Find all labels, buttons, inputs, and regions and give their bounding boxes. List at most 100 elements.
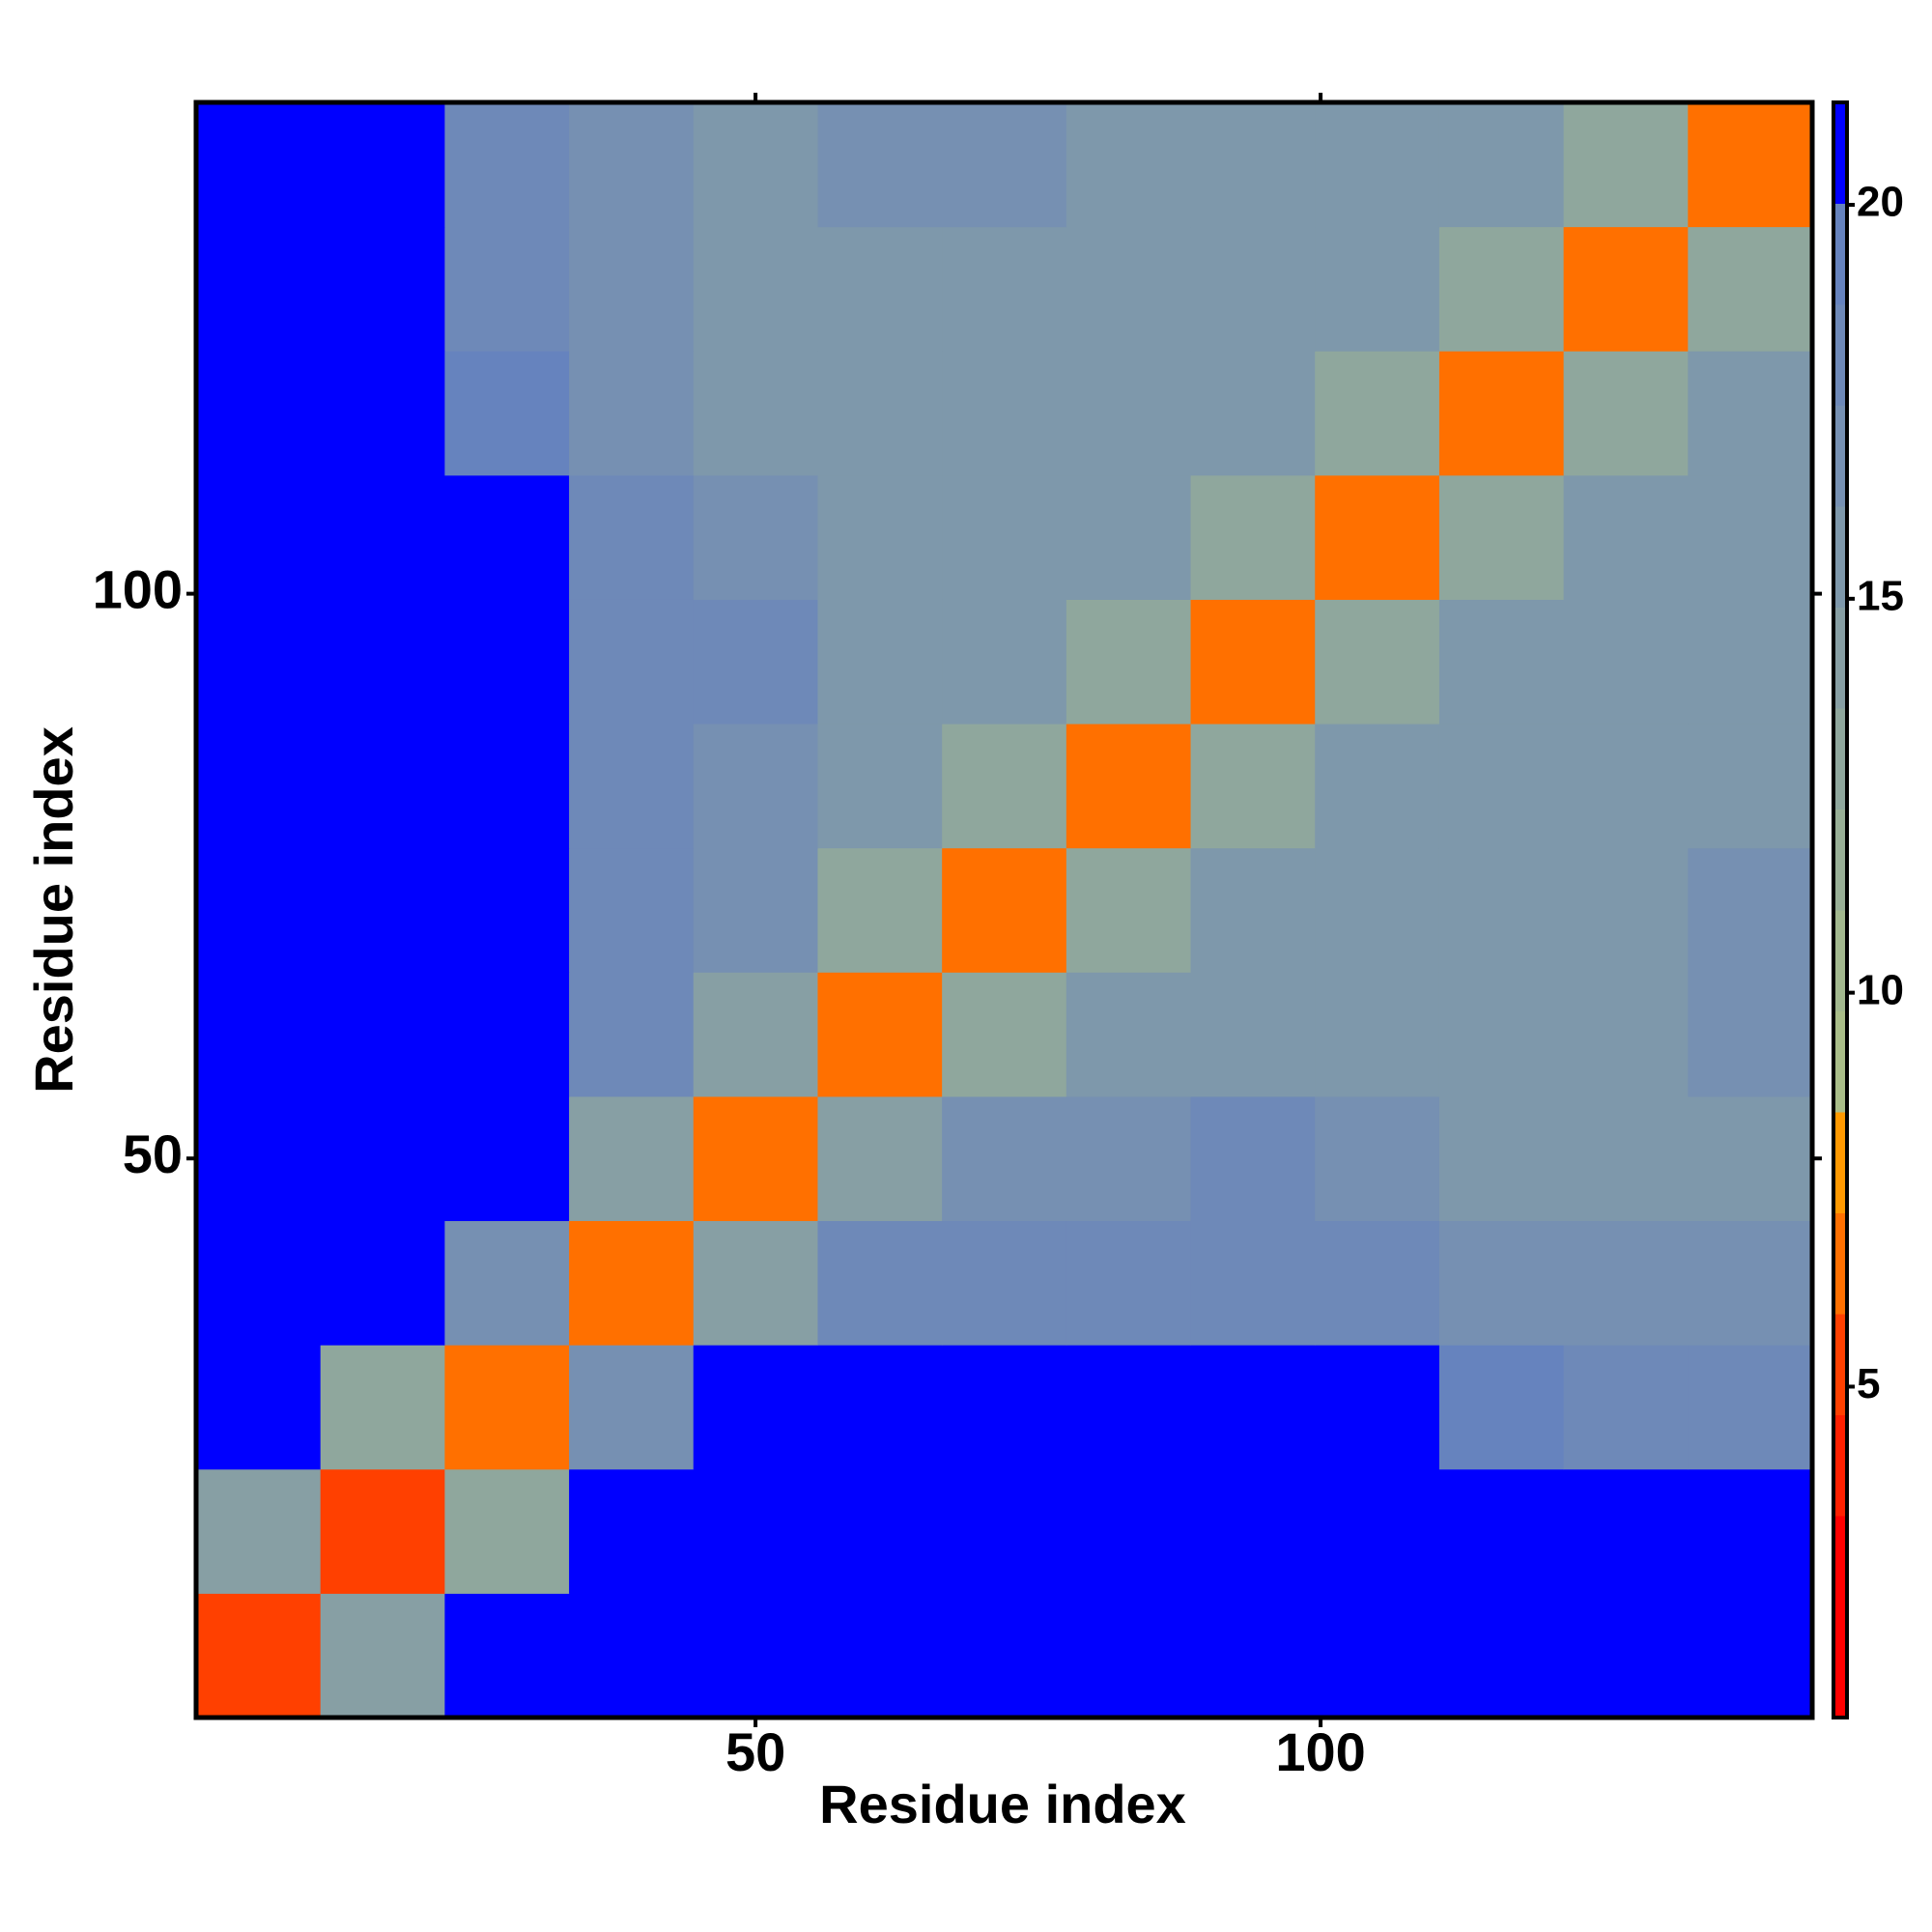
x-axis-title: Residue index (819, 1774, 1186, 1834)
heatmap-cell (1688, 599, 1813, 724)
heatmap-cell (1190, 1345, 1316, 1470)
heatmap-cell (569, 226, 695, 352)
heatmap-cell (693, 724, 818, 849)
heatmap-cell (320, 972, 445, 1097)
heatmap-cell (320, 1095, 445, 1222)
y-tick-label: 100 (93, 558, 183, 619)
heatmap-cell (942, 972, 1067, 1097)
heatmap-cell (320, 102, 445, 228)
heatmap-cell (1688, 972, 1813, 1097)
heatmap-cell (569, 1345, 695, 1470)
heatmap-cell (196, 1095, 322, 1222)
heatmap-cell (1315, 599, 1440, 724)
heatmap-cell (444, 226, 570, 352)
heatmap-cell (569, 1468, 695, 1594)
heatmap-cell (444, 724, 570, 849)
heatmap-cell (693, 1468, 818, 1594)
heatmap-cell (817, 599, 943, 724)
heatmap-cell (1688, 724, 1813, 849)
heatmap-cell (1563, 226, 1689, 352)
colorbar-segment (1833, 1414, 1847, 1517)
heatmap-cell (1563, 724, 1689, 849)
colorbar-segment (1833, 1314, 1847, 1415)
heatmap-cell (942, 474, 1067, 600)
heatmap-cell (693, 1220, 818, 1346)
heatmap-cell (693, 847, 818, 973)
heatmap-cell (1065, 724, 1192, 849)
heatmap-cell (1438, 724, 1565, 849)
heatmap-cell (1438, 474, 1565, 600)
heatmap-cell (1688, 102, 1813, 228)
heatmap-cell (320, 724, 445, 849)
colorbar-segment (1833, 304, 1847, 406)
heatmap-cell (569, 1220, 695, 1346)
heatmap-cell (1065, 226, 1192, 352)
heatmap-cell (444, 351, 570, 476)
heatmap-cell (1315, 351, 1440, 476)
heatmap-cell (196, 972, 322, 1097)
colorbar-segment (1833, 506, 1847, 608)
heatmap-cell (1563, 1468, 1689, 1594)
heatmap-cell (942, 1095, 1067, 1222)
colorbar-segment (1833, 102, 1847, 204)
heatmap-cell (1563, 1345, 1689, 1470)
heatmap-cell (1438, 847, 1565, 973)
heatmap-cell (569, 724, 695, 849)
heatmap-cell (817, 102, 943, 228)
colorbar-segment (1833, 1212, 1847, 1315)
heatmap-cell (1688, 474, 1813, 600)
heatmap-cell (1065, 972, 1192, 1097)
heatmap-cell (1688, 226, 1813, 352)
heatmap-cell (817, 972, 943, 1097)
heatmap-cell (1563, 474, 1689, 600)
heatmap-cell (196, 351, 322, 476)
heatmap-cell (1190, 1220, 1316, 1346)
heatmap-cell (1190, 474, 1316, 600)
heatmap-cell (444, 1345, 570, 1470)
heatmap-cell (569, 599, 695, 724)
heatmap-cell (1688, 847, 1813, 973)
heatmap-cell (1563, 847, 1689, 973)
colorbar-segment (1833, 1616, 1847, 1719)
heatmap-cell (1190, 102, 1316, 228)
heatmap-cell (693, 351, 818, 476)
heatmap-cell (196, 1220, 322, 1346)
heatmap-cell (1438, 351, 1565, 476)
heatmap-cell (1438, 102, 1565, 228)
heatmap-cell (1315, 972, 1440, 1097)
heatmap-cell (320, 226, 445, 352)
heatmap-cell (320, 847, 445, 973)
heatmap-cell (320, 351, 445, 476)
heatmap-cell (942, 599, 1067, 724)
heatmap-cell (817, 474, 943, 600)
heatmap-cell (693, 972, 818, 1097)
heatmap-cell (1065, 474, 1192, 600)
heatmap-cell (693, 1095, 818, 1222)
heatmap-cell (1688, 1345, 1813, 1470)
heatmap-cell (569, 1095, 695, 1222)
heatmap-cell (196, 1593, 322, 1719)
heatmap-cell (942, 1593, 1067, 1719)
colorbar-tick-label: 15 (1857, 572, 1904, 619)
heatmap-cell (320, 599, 445, 724)
heatmap-cell (569, 1593, 695, 1719)
colorbar-tick-label: 20 (1857, 179, 1904, 226)
heatmap-cell (1315, 1593, 1440, 1719)
heatmap-cell (320, 1468, 445, 1594)
heatmap-cell (1438, 1468, 1565, 1594)
y-tick-label: 50 (123, 1123, 183, 1184)
heatmap-cell (1688, 1468, 1813, 1594)
heatmap-cell (1315, 226, 1440, 352)
heatmap-cell (1438, 972, 1565, 1097)
heatmap-cell (1438, 1345, 1565, 1470)
heatmap-cell (1065, 1220, 1192, 1346)
heatmap-cell (942, 351, 1067, 476)
heatmap-cell (569, 972, 695, 1097)
colorbar-frame (1832, 100, 1849, 1719)
heatmap-cell (320, 474, 445, 600)
x-tick-label: 100 (1275, 1721, 1365, 1782)
heatmap-cell (1190, 599, 1316, 724)
heatmap-cell (1190, 1593, 1316, 1719)
heatmap-cell (1315, 1095, 1440, 1222)
